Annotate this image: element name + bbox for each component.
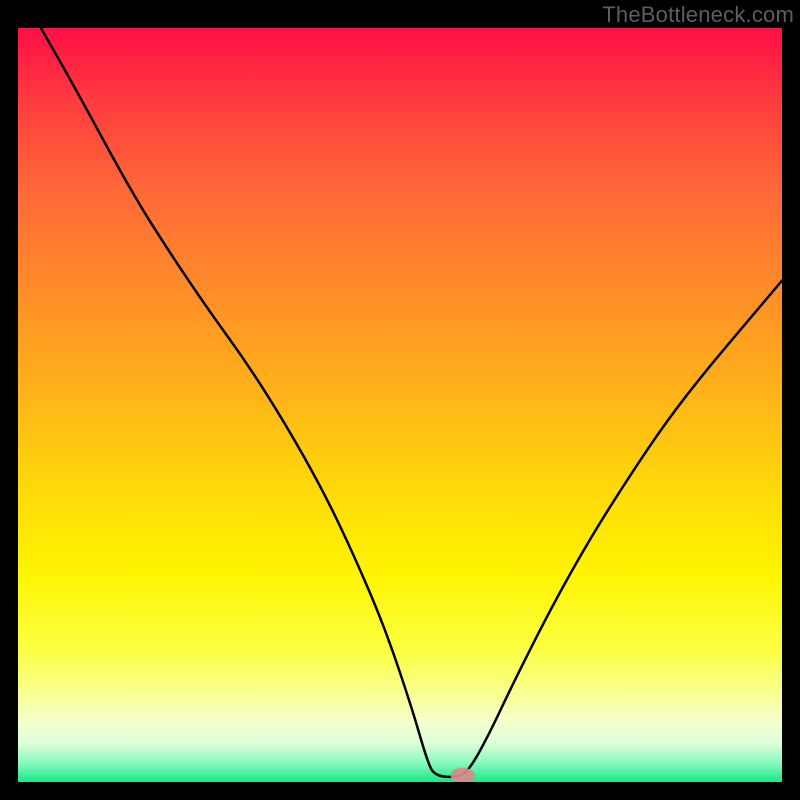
plot-area [18, 28, 782, 782]
watermark-text: TheBottleneck.com [602, 2, 794, 28]
chart-container: TheBottleneck.com [0, 0, 800, 800]
bottleneck-curve-chart [18, 28, 782, 782]
